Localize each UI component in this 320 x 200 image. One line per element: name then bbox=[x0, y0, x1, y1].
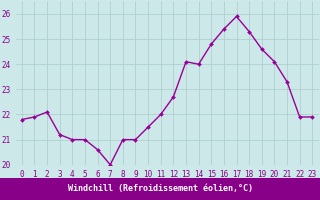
Text: Windchill (Refroidissement éolien,°C): Windchill (Refroidissement éolien,°C) bbox=[68, 184, 252, 194]
